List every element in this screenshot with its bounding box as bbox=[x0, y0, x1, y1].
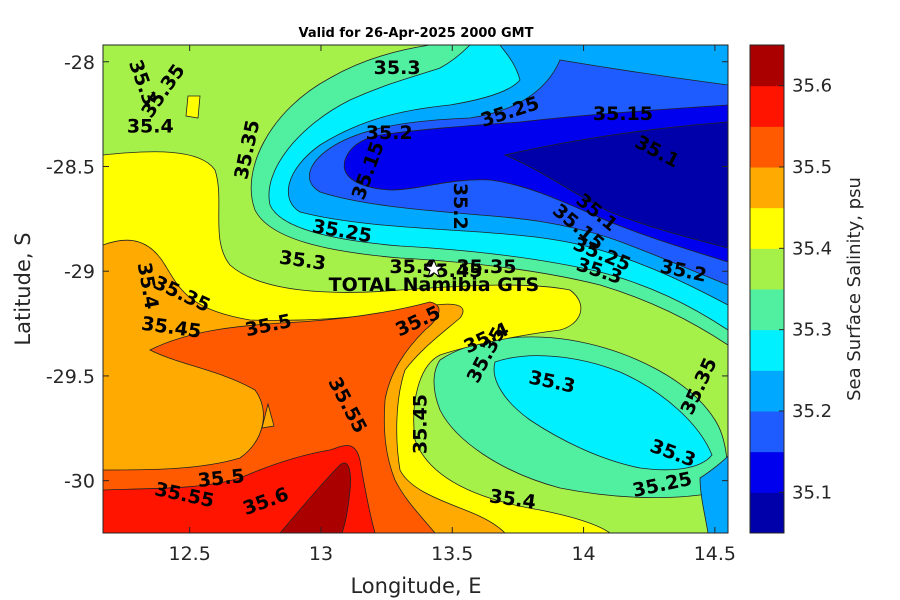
y-tick-label: -29 bbox=[64, 261, 95, 283]
contour-band-35.6-35.65 bbox=[279, 462, 351, 533]
contour-label: 35.2 bbox=[449, 183, 471, 230]
plot-frame bbox=[102, 44, 729, 534]
y-axis-label: Latitude, S bbox=[11, 232, 35, 345]
colorbar-segment bbox=[750, 289, 784, 331]
contour-label: 35.2 bbox=[366, 122, 413, 144]
colorbar-segment bbox=[750, 451, 784, 493]
contour-label: 35.4 bbox=[389, 256, 436, 278]
site-star-marker bbox=[423, 258, 445, 278]
colorbar-segment bbox=[750, 126, 784, 168]
colorbar: 35.1 35.2 35.3 35.4 35.5 35.6 bbox=[749, 44, 832, 534]
x-tick-label: 14 bbox=[571, 543, 595, 565]
x-tick-label: 12.5 bbox=[169, 543, 211, 565]
colorbar-tick-label: 35.3 bbox=[792, 320, 832, 341]
colorbar-label: Sea Surface Salinity, psu bbox=[844, 177, 865, 401]
contour-plot-area: 35.335.25 35.1535.135.235.1535.235.2535.3… bbox=[103, 45, 728, 533]
colorbar-segment bbox=[750, 370, 784, 412]
y-tick-label: -28.5 bbox=[46, 156, 95, 178]
colorbar-tick-label: 35.2 bbox=[792, 401, 832, 422]
y-tick-label: -30 bbox=[64, 471, 95, 493]
y-axis: -28 -28.5 -29 -29.5 -30 bbox=[46, 52, 728, 493]
colorbar-segment bbox=[750, 167, 784, 209]
contour-label: 35.5 bbox=[197, 465, 246, 492]
contour-band-35.05-35.1 bbox=[503, 121, 728, 249]
x-axis: 12.5 13 13.5 14 14.5 bbox=[169, 45, 736, 565]
colorbar-tick-label: 35.1 bbox=[792, 482, 832, 503]
colorbar-tick-label: 35.4 bbox=[792, 238, 832, 259]
contour-label: 35.4 bbox=[127, 116, 174, 138]
contour-label: 35.45 bbox=[410, 394, 432, 454]
contour-label: 35.15 bbox=[593, 103, 653, 125]
contour-band-35.2-35.25-south bbox=[699, 455, 728, 533]
colorbar-tick-label: 35.5 bbox=[792, 157, 832, 178]
colorbar-tick-label: 35.6 bbox=[792, 76, 832, 97]
chart-title: Valid for 26-Apr-2025 2000 GMT bbox=[299, 26, 534, 41]
colorbar-segment bbox=[750, 492, 784, 534]
contour-label: 35.35 bbox=[456, 256, 516, 278]
contour-band-35.25-35.3-south bbox=[493, 355, 713, 471]
contour-label: 35.3 bbox=[374, 57, 421, 79]
contour-island-north bbox=[185, 95, 201, 119]
x-tick-label: 13 bbox=[309, 543, 333, 565]
site-annotation: TOTAL Namibia GTS bbox=[329, 274, 540, 296]
colorbar-segment bbox=[750, 85, 784, 127]
y-tick-label: -28 bbox=[64, 52, 95, 74]
colorbar-segment bbox=[750, 207, 784, 249]
x-axis-label: Longitude, E bbox=[350, 574, 481, 598]
colorbar-segment bbox=[750, 329, 784, 371]
colorbar-segment bbox=[750, 248, 784, 290]
colorbar-segment bbox=[750, 411, 784, 453]
colorbar-frame bbox=[749, 44, 785, 534]
contour-label: 35.45 bbox=[422, 260, 482, 282]
colorbar-segment bbox=[750, 45, 784, 87]
x-tick-label: 13.5 bbox=[431, 543, 473, 565]
x-tick-label: 14.5 bbox=[694, 543, 736, 565]
y-tick-label: -29.5 bbox=[46, 366, 95, 388]
contour-island bbox=[261, 402, 275, 429]
